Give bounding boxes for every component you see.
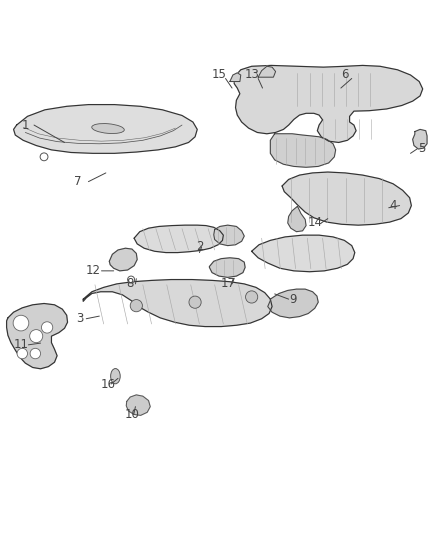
Text: 9: 9 (289, 293, 297, 305)
Text: 3: 3 (76, 312, 83, 325)
Text: 14: 14 (307, 216, 322, 230)
Circle shape (189, 296, 201, 308)
Polygon shape (282, 172, 411, 225)
Polygon shape (110, 248, 137, 271)
Circle shape (42, 322, 53, 333)
Text: 8: 8 (126, 277, 134, 290)
Circle shape (246, 291, 258, 303)
Ellipse shape (92, 124, 124, 133)
Text: 16: 16 (100, 377, 116, 391)
Polygon shape (83, 279, 272, 327)
Text: 12: 12 (85, 264, 100, 277)
Polygon shape (209, 258, 245, 277)
Circle shape (13, 315, 29, 331)
Circle shape (30, 349, 41, 359)
Text: 13: 13 (244, 68, 259, 80)
Polygon shape (14, 104, 197, 154)
Text: 11: 11 (14, 338, 28, 351)
Text: 4: 4 (389, 199, 397, 212)
Ellipse shape (111, 368, 120, 384)
Circle shape (30, 329, 43, 343)
Text: 17: 17 (220, 277, 235, 290)
Polygon shape (234, 66, 423, 142)
Polygon shape (270, 134, 336, 167)
Text: 5: 5 (418, 142, 425, 156)
Circle shape (40, 153, 48, 161)
Polygon shape (413, 130, 427, 149)
Polygon shape (230, 73, 241, 82)
Circle shape (130, 300, 142, 312)
Polygon shape (214, 225, 244, 246)
Circle shape (127, 276, 134, 283)
Polygon shape (7, 303, 67, 369)
Polygon shape (252, 235, 355, 272)
Polygon shape (268, 289, 318, 318)
Polygon shape (134, 225, 223, 253)
Text: 10: 10 (124, 408, 139, 421)
Text: 6: 6 (342, 68, 349, 80)
Circle shape (17, 349, 28, 359)
Polygon shape (288, 206, 306, 232)
Polygon shape (126, 395, 150, 415)
Polygon shape (258, 66, 276, 77)
Text: 2: 2 (196, 240, 203, 253)
Text: 15: 15 (212, 68, 226, 80)
Text: 7: 7 (74, 175, 81, 188)
Text: 1: 1 (21, 118, 29, 132)
